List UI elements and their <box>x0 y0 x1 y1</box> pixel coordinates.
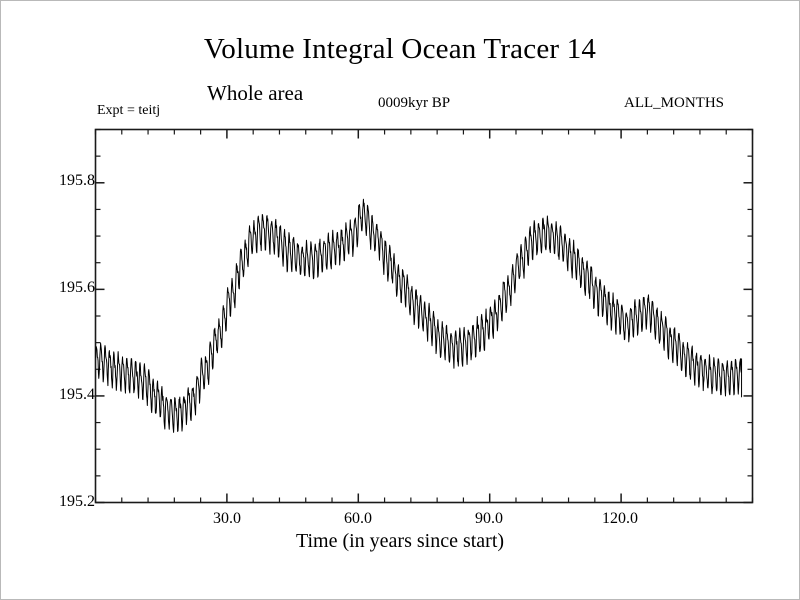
page-title: Volume Integral Ocean Tracer 14 <box>203 33 597 65</box>
x-tick-label-2: 90.0 <box>475 510 503 527</box>
x-tick-label-0: 30.0 <box>213 510 241 527</box>
y-tick-label-0: 195.2 <box>59 493 95 510</box>
y-tick-label-3: 195.8 <box>59 172 95 189</box>
subtitle-area: Whole area <box>207 81 304 105</box>
x-tick-label-1: 60.0 <box>344 510 372 527</box>
y-tick-label-1: 195.4 <box>59 386 95 403</box>
y-axis-ticks <box>95 128 753 504</box>
subtitle-months: ALL_MONTHS <box>624 95 724 111</box>
experiment-label: Expt = teitj <box>97 103 161 118</box>
x-tick-label-3: 120.0 <box>602 510 638 527</box>
x-axis-title: Time (in years since start) <box>295 530 505 552</box>
x-axis-ticks <box>94 129 754 503</box>
subtitle-period: 0009kyr BP <box>378 95 451 111</box>
y-tick-label-2: 195.6 <box>59 279 95 296</box>
data-series-layer <box>95 198 743 433</box>
